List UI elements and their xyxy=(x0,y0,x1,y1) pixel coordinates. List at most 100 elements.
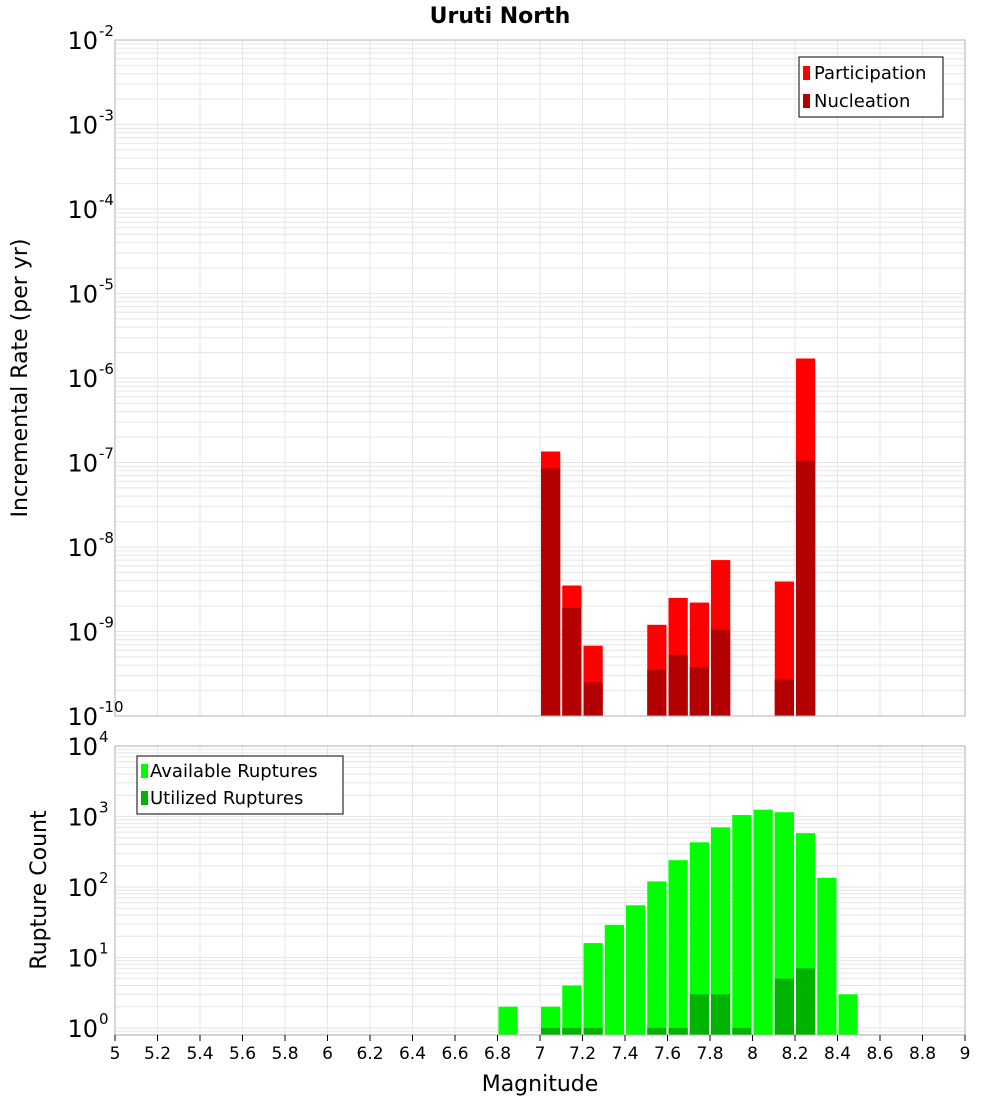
bar-nucleation xyxy=(711,629,731,716)
bar-available-ruptures xyxy=(562,985,582,1035)
x-tick-label: 5.4 xyxy=(186,1044,213,1064)
legend-swatch-utilized xyxy=(141,791,148,805)
y-tick-label: 10 xyxy=(67,944,98,972)
y-tick-label: 10 xyxy=(67,196,98,224)
y-tick-exponent: -9 xyxy=(99,614,114,632)
y-tick-exponent: -3 xyxy=(99,107,114,125)
bar-available-ruptures xyxy=(626,905,646,1035)
x-tick-label: 6.6 xyxy=(441,1044,468,1064)
y-tick-label: 10 xyxy=(67,874,98,902)
x-tick-label: 7.8 xyxy=(696,1044,723,1064)
bar-available-ruptures xyxy=(583,943,603,1035)
x-tick-label: 5.8 xyxy=(271,1044,298,1064)
y-tick-exponent: -5 xyxy=(99,276,114,294)
y-tick-label: 10 xyxy=(67,703,98,731)
bar-available-ruptures xyxy=(838,994,858,1035)
bar-available-ruptures xyxy=(604,924,624,1035)
y-tick-label: 10 xyxy=(67,619,98,647)
bar-available-ruptures xyxy=(647,881,667,1035)
rate-legend-box xyxy=(798,56,944,118)
legend-swatch-available xyxy=(141,764,148,778)
bar-available-ruptures xyxy=(668,860,688,1035)
bar-utilized-ruptures xyxy=(647,1027,667,1035)
bar-utilized-ruptures xyxy=(732,1027,752,1035)
bar-utilized-ruptures xyxy=(774,978,794,1035)
count-legend: Available Ruptures Utilized Ruptures xyxy=(136,755,344,815)
count-legend-box xyxy=(136,755,344,815)
bar-utilized-ruptures xyxy=(583,1027,603,1035)
y-tick-label: 10 xyxy=(67,112,98,140)
x-tick-label: 8.4 xyxy=(824,1044,851,1064)
x-tick-label: 8.2 xyxy=(781,1044,808,1064)
y-tick-exponent: 2 xyxy=(99,869,109,887)
y-tick-exponent: -7 xyxy=(99,445,114,463)
rate-bars xyxy=(541,358,816,716)
x-tick-label: 5.2 xyxy=(144,1044,171,1064)
chart-title: Uruti North xyxy=(430,4,571,29)
bar-utilized-ruptures xyxy=(562,1027,582,1035)
bar-available-ruptures xyxy=(753,809,773,1035)
x-tick-label: 5.6 xyxy=(229,1044,256,1064)
y-tick-exponent: 1 xyxy=(99,939,109,957)
legend-label-nucleation: Nucleation xyxy=(814,91,910,112)
bar-available-ruptures xyxy=(711,827,731,1035)
bar-available-ruptures xyxy=(541,1006,561,1035)
x-tick-label: 6.2 xyxy=(356,1044,383,1064)
x-tick-label: 6.8 xyxy=(484,1044,511,1064)
x-tick-label: 5 xyxy=(110,1044,121,1064)
x-tick-label: 6.4 xyxy=(399,1044,426,1064)
bar-nucleation xyxy=(796,460,816,716)
legend-label-available: Available Ruptures xyxy=(150,761,318,782)
rate-plot-frame xyxy=(114,39,966,717)
y-tick-exponent: -4 xyxy=(99,191,114,209)
bar-available-ruptures xyxy=(732,814,752,1035)
bar-nucleation xyxy=(774,679,794,716)
bar-utilized-ruptures xyxy=(796,968,816,1035)
legend-label-participation: Participation xyxy=(814,63,926,84)
y-tick-exponent: -8 xyxy=(99,529,114,547)
x-tick-label: 7 xyxy=(535,1044,546,1064)
rate-y-axis-title: Incremental Rate (per yr) xyxy=(8,239,33,518)
x-tick-label: 7.6 xyxy=(654,1044,681,1064)
bar-utilized-ruptures xyxy=(711,994,731,1035)
legend-swatch-nucleation xyxy=(803,94,810,108)
rate-legend: Participation Nucleation xyxy=(798,56,944,118)
y-tick-label: 10 xyxy=(67,733,98,761)
y-tick-label: 10 xyxy=(67,1015,98,1043)
x-tick-label: 8.8 xyxy=(909,1044,936,1064)
bar-utilized-ruptures xyxy=(541,1027,561,1035)
legend-label-utilized: Utilized Ruptures xyxy=(150,788,303,809)
y-tick-exponent: 0 xyxy=(99,1010,109,1028)
y-tick-exponent: -10 xyxy=(99,698,124,716)
bar-available-ruptures xyxy=(689,842,709,1035)
bar-nucleation xyxy=(562,607,582,716)
y-tick-label: 10 xyxy=(67,27,98,55)
x-tick-label: 8 xyxy=(747,1044,758,1064)
bar-nucleation xyxy=(541,468,561,716)
y-tick-label: 10 xyxy=(67,365,98,393)
y-tick-label: 10 xyxy=(67,281,98,309)
bar-available-ruptures xyxy=(498,1006,518,1035)
y-tick-exponent: 3 xyxy=(99,798,109,816)
bar-utilized-ruptures xyxy=(668,1027,688,1035)
x-tick-label: 8.6 xyxy=(866,1044,893,1064)
bar-nucleation xyxy=(583,682,603,716)
y-tick-label: 10 xyxy=(67,534,98,562)
bar-nucleation xyxy=(689,667,709,716)
count-bars xyxy=(498,809,858,1035)
y-tick-label: 10 xyxy=(67,450,98,478)
x-tick-label: 6 xyxy=(322,1044,333,1064)
x-ticks: 5 5.2 5.4 5.6 5.8 6 6.2 6.4 6.6 6.8 7 7.2 7.4 7.6 7.8 8… xyxy=(110,1035,970,1064)
x-tick-label: 7.4 xyxy=(611,1044,638,1064)
bar-nucleation xyxy=(647,670,667,716)
bar-available-ruptures xyxy=(817,877,837,1035)
bar-utilized-ruptures xyxy=(689,994,709,1035)
count-y-axis-title: Rupture Count xyxy=(27,810,52,970)
x-axis-title: Magnitude xyxy=(482,1072,599,1097)
y-tick-exponent: -2 xyxy=(99,22,114,40)
